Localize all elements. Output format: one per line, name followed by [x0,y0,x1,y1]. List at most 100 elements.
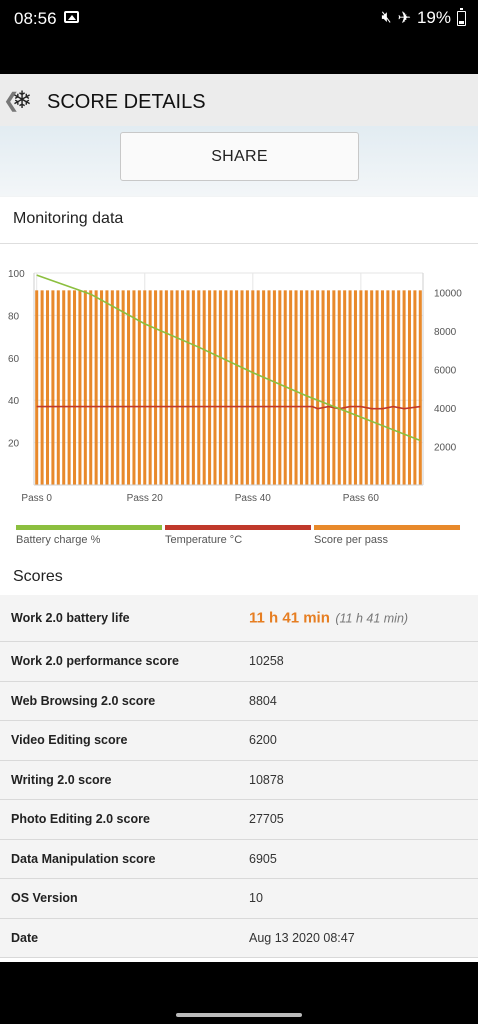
score-bar [305,290,309,485]
y-right-tick-label: 2000 [434,442,457,453]
score-bar [256,290,260,485]
scores-table: Work 2.0 battery life 11 h 41 min (11 h … [0,595,478,958]
score-bar [326,290,330,485]
score-bar [262,290,266,485]
score-bar [380,290,384,485]
score-bar [321,290,325,485]
status-time: 08:56 [14,9,57,28]
y-right-tick-label: 4000 [434,404,457,415]
score-bar [175,290,179,485]
table-row: Photo Editing 2.0 score 27705 [0,800,478,839]
row-label: Work 2.0 performance score [11,654,179,669]
app-screen: ❮ ❄ SCORE DETAILS SHARE Monitoring data … [0,74,478,962]
mute-icon: 🔇︎ [381,9,392,26]
chevron-left-icon[interactable]: ❮ [3,90,20,112]
home-gesture-handle[interactable] [176,1013,302,1017]
row-value: 8804 [249,693,277,708]
score-bar [62,290,66,485]
legend-label: Temperature °C [165,534,243,546]
score-bar [294,290,298,485]
score-bar [116,290,120,485]
score-bar [148,290,152,485]
status-right: 🔇︎ ✈ 19% [381,7,466,28]
y-right-tick-label: 6000 [434,365,457,376]
score-bar [170,290,174,485]
row-value: 27705 [249,812,284,827]
legend-label: Score per pass [314,534,388,546]
score-bar [35,290,39,485]
table-row: Writing 2.0 score 10878 [0,760,478,799]
temperature-line [36,405,421,410]
score-bar [56,290,60,485]
score-bar [272,290,276,485]
score-bar [364,290,368,485]
row-label: Writing 2.0 score [11,772,112,787]
row-value: 6200 [249,733,277,748]
score-bar [316,290,320,485]
x-tick-label: Pass 40 [235,493,272,504]
score-bar [391,290,395,485]
score-bar [132,290,136,485]
legend-temperature: Temperature °C [165,525,311,546]
airplane-icon: ✈ [397,10,411,27]
score-bar [94,290,98,485]
score-bar [359,290,363,485]
score-bar [105,290,109,485]
score-bar [202,290,206,485]
score-bar [251,290,255,485]
row-value: 11 h 41 min (11 h 41 min) [249,610,408,627]
snowflake-icon: ❄ [12,87,33,114]
score-bar [191,290,195,485]
battery-icon [457,7,466,26]
monitoring-card: Monitoring data 100 80 60 40 20 10000 8000 6000… [0,197,478,962]
row-label: Video Editing score [11,733,128,748]
row-value: Aug 13 2020 08:47 [249,930,355,945]
row-label: Photo Editing 2.0 score [11,812,150,827]
x-tick-label: Pass 0 [21,493,52,504]
score-bar [121,290,125,485]
score-bar [386,290,390,485]
score-bar [370,290,374,485]
legend-score: Score per pass [314,525,460,546]
nav-bar [0,962,478,1024]
y-right-tick-label: 10000 [434,288,462,299]
score-bar [402,290,406,485]
row-label: OS Version [11,891,78,906]
score-bar [407,290,412,485]
score-bar [240,290,244,485]
battery-percent: 19% [416,8,451,27]
score-bar [418,290,422,485]
score-bar [78,290,82,485]
score-bar [337,290,341,485]
score-bar [51,290,55,485]
table-row: Work 2.0 performance score 10258 [0,642,478,681]
score-bar [137,290,141,485]
score-bar [348,290,352,485]
header: ❮ ❄ SCORE DETAILS [0,74,478,126]
score-bar [332,290,336,485]
legend-swatch [165,525,311,530]
score-bar [208,290,212,485]
row-value: 10878 [249,772,284,787]
score-bar [229,290,233,485]
legend-battery: Battery charge % [16,525,162,546]
row-value: 10 [249,891,263,906]
score-bar [181,290,185,485]
share-button[interactable]: SHARE [120,132,359,181]
score-bar [40,290,44,485]
y-left-tick-label: 100 [8,269,25,280]
score-bar [45,290,50,485]
score-bar [89,290,93,485]
score-bar [159,290,163,485]
y-left-tick-label: 20 [8,439,20,450]
y-left-tick-label: 40 [8,396,20,407]
scores-title: Scores [13,568,63,585]
score-bar [154,290,158,485]
score-bar [245,290,249,485]
status-bar: 08:56 🔇︎ ✈ 19% [0,0,478,40]
battery-life-sub: (11 h 41 min) [335,611,409,626]
score-bar [299,290,303,485]
monitoring-chart: 100 80 60 40 20 10000 8000 6000 4000 2000 Pass 0 Pa… [8,269,462,504]
row-label: Work 2.0 battery life [11,611,130,625]
y-right-tick-label: 8000 [434,327,457,338]
